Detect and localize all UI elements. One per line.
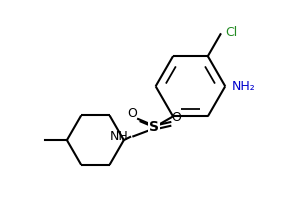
Text: NH: NH: [110, 130, 129, 143]
Text: NH₂: NH₂: [232, 80, 255, 93]
Text: S: S: [149, 121, 159, 134]
Text: O: O: [127, 107, 137, 120]
Text: O: O: [172, 110, 182, 124]
Text: Cl: Cl: [225, 26, 237, 39]
